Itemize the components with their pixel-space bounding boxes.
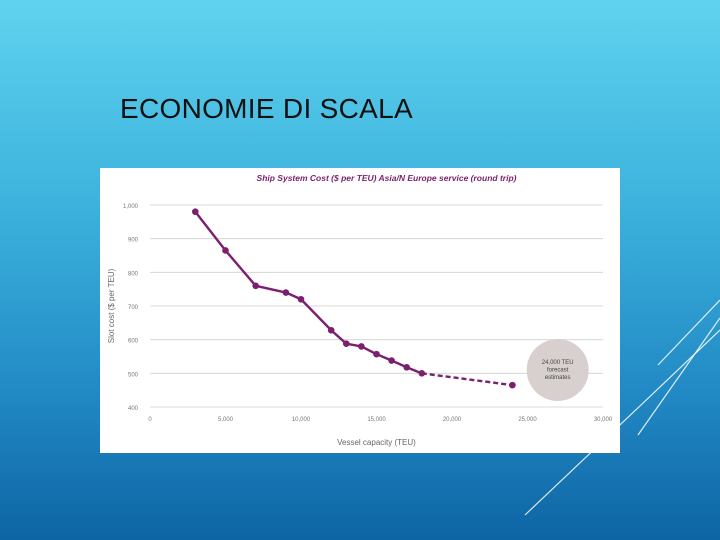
x-axis-label: Vessel capacity (TEU) (337, 438, 416, 447)
y-tick-label: 400 (128, 406, 139, 412)
forecast-annotation-text: 24,000 TEU (542, 360, 574, 366)
x-tick-label: 20,000 (443, 417, 462, 423)
data-point (297, 295, 305, 303)
data-point (418, 370, 426, 377)
y-axis-label: Slot cost ($ per TEU) (107, 268, 116, 343)
data-point (282, 289, 290, 296)
x-tick-label: 30,000 (594, 417, 613, 423)
x-tick-label: 5,000 (218, 417, 234, 423)
data-point (358, 343, 365, 350)
deco-line-2 (657, 299, 720, 366)
cost-series-line (194, 210, 423, 375)
forecast-annotation-text: estimates (545, 375, 571, 381)
x-tick-label: 10,000 (292, 417, 311, 423)
data-point (373, 350, 380, 358)
forecast-series-line (421, 372, 513, 387)
data-point (192, 208, 199, 216)
y-tick-label: 700 (128, 305, 139, 311)
data-point (222, 247, 229, 254)
chart-title: Ship System Cost ($ per TEU) Asia/N Euro… (257, 173, 517, 183)
data-point (252, 282, 259, 290)
y-tick-label: 900 (128, 238, 139, 244)
forecast-annotation-text: forecast (547, 367, 569, 373)
y-tick-label: 800 (128, 271, 139, 277)
chart-panel: Ship System Cost ($ per TEU) Asia/N Euro… (100, 168, 620, 453)
deco-line-1 (637, 317, 720, 436)
x-tick-label: 15,000 (367, 417, 386, 423)
slide-title: ECONOMIE DI SCALA (120, 93, 413, 124)
data-point (403, 363, 411, 371)
x-tick-label: 0 (148, 417, 152, 423)
y-tick-label: 500 (128, 372, 139, 378)
data-point (327, 326, 335, 334)
data-point (388, 357, 395, 364)
data-point (509, 381, 516, 389)
y-tick-label: 600 (128, 339, 139, 345)
y-tick-label: 1,000 (123, 204, 139, 210)
x-tick-label: 25,000 (518, 417, 537, 423)
line-chart: Ship System Cost ($ per TEU) Asia/N Euro… (107, 173, 613, 447)
data-point (343, 340, 350, 348)
